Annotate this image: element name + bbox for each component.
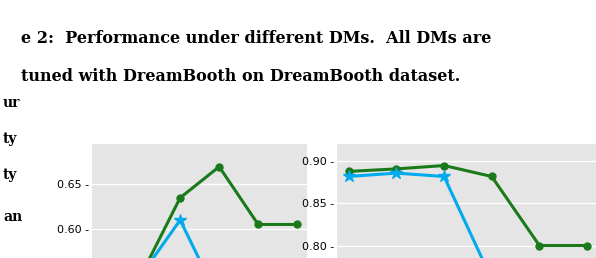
Text: ur: ur xyxy=(3,96,20,110)
Text: ty: ty xyxy=(3,168,17,182)
Text: an: an xyxy=(3,210,22,224)
Text: e 2:  Performance under different DMs.  All DMs are: e 2: Performance under different DMs. Al… xyxy=(21,30,491,47)
Text: ty: ty xyxy=(3,132,17,146)
Text: tuned with DreamBooth on DreamBooth dataset.: tuned with DreamBooth on DreamBooth data… xyxy=(21,68,460,85)
